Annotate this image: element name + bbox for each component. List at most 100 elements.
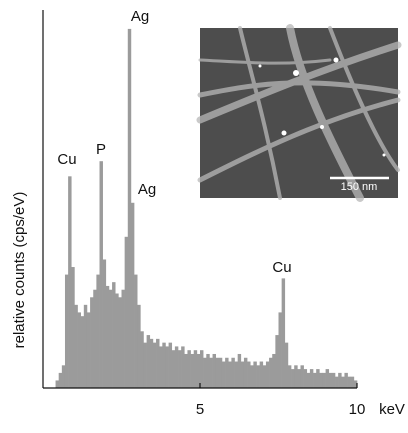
bar [313, 373, 316, 388]
bar [78, 312, 81, 388]
bar [162, 343, 165, 388]
bar [282, 278, 285, 388]
bar [115, 294, 118, 389]
bar [93, 290, 96, 388]
bar [260, 362, 263, 388]
bar [103, 259, 106, 388]
bar [341, 377, 344, 388]
inset-image: 150 nm [200, 28, 398, 198]
bar [197, 354, 200, 388]
bar [59, 373, 62, 388]
bar [322, 373, 325, 388]
bar [310, 369, 313, 388]
bar [351, 377, 354, 388]
bar [109, 290, 112, 388]
bar [153, 343, 156, 388]
bar [159, 346, 162, 388]
x-axis-label: keV [379, 401, 405, 418]
bar [209, 358, 212, 388]
bar [348, 377, 351, 388]
bar [269, 358, 272, 388]
bar [87, 312, 90, 388]
bar [326, 369, 329, 388]
bar [175, 346, 178, 388]
bar [231, 358, 234, 388]
bar [90, 297, 93, 388]
bar [112, 282, 115, 388]
bar [156, 339, 159, 388]
bar [150, 339, 153, 388]
bar [291, 369, 294, 388]
bar [285, 343, 288, 388]
bar [338, 373, 341, 388]
bar [263, 365, 266, 388]
bar [131, 203, 134, 388]
bar [225, 358, 228, 388]
bar [140, 331, 143, 388]
bar [184, 354, 187, 388]
bar [203, 358, 206, 388]
bar [128, 29, 131, 388]
bar [272, 354, 275, 388]
bar [266, 362, 269, 388]
peak-label: Ag [131, 8, 149, 25]
y-axis-label: relative counts (cps/eV) [11, 192, 28, 349]
bar [222, 362, 225, 388]
bar [172, 350, 175, 388]
bar [294, 365, 297, 388]
bar [191, 354, 194, 388]
scale-bar-label: 150 nm [341, 181, 378, 193]
bar [307, 373, 310, 388]
bar [169, 343, 172, 388]
bar [335, 377, 338, 388]
bar [238, 354, 241, 388]
bar [194, 350, 197, 388]
bar [118, 297, 121, 388]
bar [288, 365, 291, 388]
peak-label: P [96, 141, 106, 158]
bar [319, 373, 322, 388]
bar [275, 335, 278, 388]
bar [253, 362, 256, 388]
bar [165, 346, 168, 388]
bar [96, 275, 99, 388]
bar [250, 365, 253, 388]
bar [244, 358, 247, 388]
bar [147, 335, 150, 388]
bar [213, 354, 216, 388]
bar [304, 369, 307, 388]
bar [297, 369, 300, 388]
bar [300, 365, 303, 388]
bar [329, 373, 332, 388]
bar [241, 362, 244, 388]
bar [219, 358, 222, 388]
x-tick-label: 5 [196, 401, 204, 418]
bar [62, 365, 65, 388]
bar [100, 161, 103, 388]
bar [187, 350, 190, 388]
peak-label: Cu [272, 259, 291, 276]
bar [257, 365, 260, 388]
bar [216, 358, 219, 388]
bar [235, 362, 238, 388]
peak-label: Cu [57, 151, 76, 168]
bar [137, 305, 140, 388]
bar [56, 380, 59, 388]
bar [125, 237, 128, 388]
bar [178, 350, 181, 388]
x-tick-label: 10 [349, 401, 366, 418]
bar [122, 290, 125, 388]
bar [134, 275, 137, 388]
bar [344, 373, 347, 388]
bar [279, 312, 282, 388]
bar [71, 267, 74, 388]
peak-label: Ag [138, 181, 156, 198]
bar [316, 369, 319, 388]
bar [68, 176, 71, 388]
bar [84, 305, 87, 388]
bar [74, 305, 77, 388]
bar [181, 346, 184, 388]
bar [200, 350, 203, 388]
bar [81, 316, 84, 388]
bar [206, 354, 209, 388]
